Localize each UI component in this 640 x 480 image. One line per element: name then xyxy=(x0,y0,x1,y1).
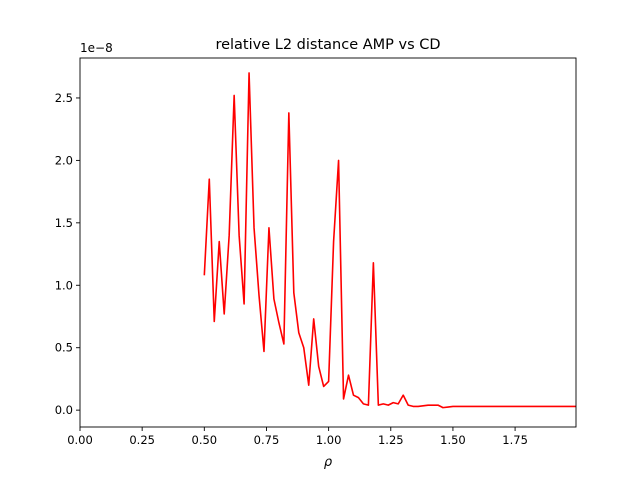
y-tick-label: 0.5 xyxy=(55,341,73,355)
series-line-0 xyxy=(203,72,576,409)
x-axis-label: ρ xyxy=(324,455,333,470)
x-tick-label: 0.75 xyxy=(254,433,280,447)
axes-frame xyxy=(79,57,577,428)
x-tick-label: 1.00 xyxy=(316,433,342,447)
chart-title: relative L2 distance AMP vs CD xyxy=(215,37,440,53)
y-tick-label: 1.0 xyxy=(55,278,73,292)
x-tick-label: 0.25 xyxy=(129,433,155,447)
x-tick-label: 1.75 xyxy=(502,433,528,447)
y-tick-label: 0.0 xyxy=(55,403,73,417)
axes: 0.00 0.25 0.50 0.75 1.00 1.25 1.50 1.75 0.0 0.5 1.… xyxy=(55,57,577,447)
y-axis-offset-label: 1e−8 xyxy=(80,41,113,55)
y-tick-label: 2.0 xyxy=(55,153,73,167)
x-tick-label: 1.25 xyxy=(378,433,404,447)
x-tick-label: 0.00 xyxy=(67,433,93,447)
plot-area xyxy=(203,72,576,409)
x-tick-label: 0.50 xyxy=(192,433,218,447)
y-tick-label: 2.5 xyxy=(55,91,73,105)
x-tick-label: 1.50 xyxy=(440,433,466,447)
y-tick-label: 1.5 xyxy=(55,216,73,230)
